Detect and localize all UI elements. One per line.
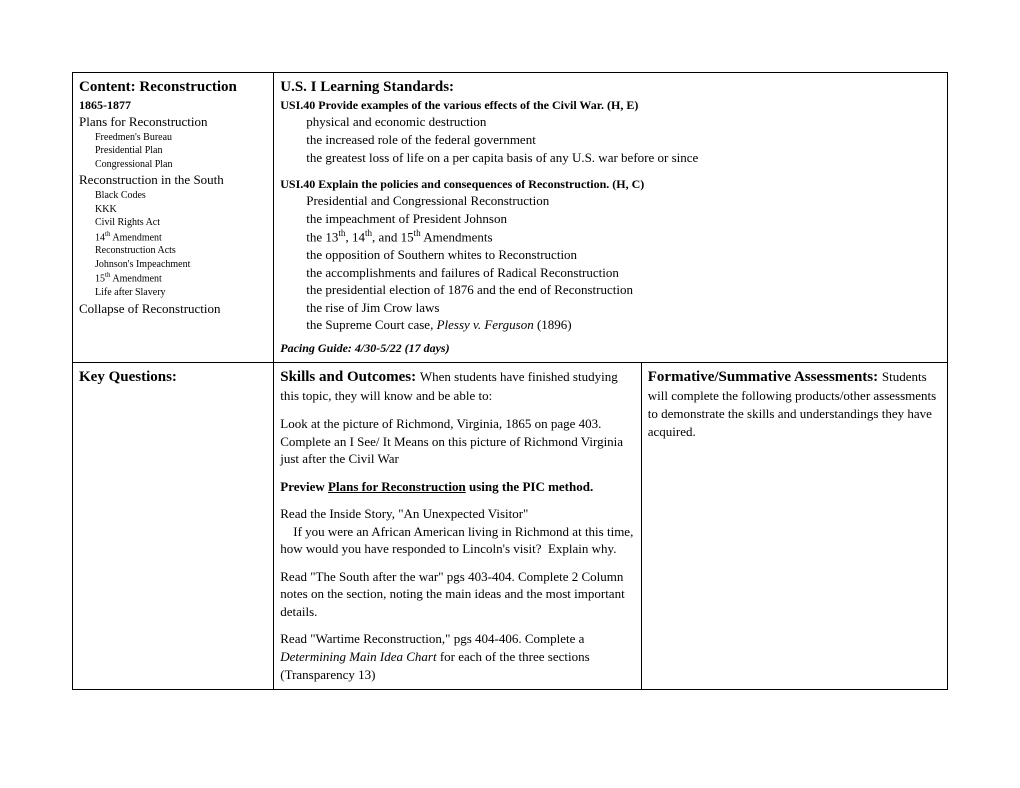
cell-key-questions: Key Questions:	[73, 363, 274, 690]
std2-plessy: the Supreme Court case, Plessy v. Fergus…	[280, 316, 941, 334]
skills-p2: Preview Plans for Reconstruction using t…	[280, 478, 635, 496]
p5-pre: Read "Wartime Reconstruction," pgs 404-4…	[280, 631, 584, 646]
plessy-case: Plessy v. Ferguson	[437, 317, 537, 332]
amend-pre: the 13	[306, 230, 338, 245]
collapse-heading: Collapse of Reconstruction	[79, 300, 267, 318]
skills-p4: Read "The South after the war" pgs 403-4…	[280, 568, 635, 621]
ordinal-th: th	[365, 228, 372, 238]
amend-mid2: , and 15	[372, 230, 414, 245]
assess-header: Formative/Summative Assessments:	[648, 369, 882, 385]
p5-italic: Determining Main Idea Chart	[280, 649, 436, 664]
amend15-word: Amendment	[110, 274, 161, 285]
south-sub: KKK	[79, 203, 267, 217]
amend15-num: 15	[95, 274, 105, 285]
south-sub: Black Codes	[79, 189, 267, 203]
cell-assessments: Formative/Summative Assessments: Student…	[641, 363, 947, 690]
curriculum-table: Content: Reconstruction 1865-1877 Plans …	[72, 72, 948, 690]
south-sub-14th: 14th Amendment	[79, 230, 267, 245]
south-heading: Reconstruction in the South	[79, 171, 267, 189]
std1-line: the increased role of the federal govern…	[280, 131, 941, 149]
south-sub: Johnson's Impeachment	[79, 258, 267, 272]
p2-pre: Preview	[280, 479, 328, 494]
cell-content: Content: Reconstruction 1865-1877 Plans …	[73, 73, 274, 363]
std1-line: the greatest loss of life on a per capit…	[280, 149, 941, 167]
skills-p3b: If you were an African American living i…	[280, 523, 635, 558]
std2-line: the accomplishments and failures of Radi…	[280, 264, 941, 282]
std2-amendments: the 13th, 14th, and 15th Amendments	[280, 227, 941, 246]
skills-p1: Look at the picture of Richmond, Virgini…	[280, 415, 635, 468]
skills-p5: Read "Wartime Reconstruction," pgs 404-4…	[280, 630, 635, 683]
amend-mid1: , 14	[345, 230, 365, 245]
cell-standards: U.S. I Learning Standards: USI.40 Provid…	[274, 73, 948, 363]
date-range: 1865-1877	[79, 97, 267, 113]
standards-header: U.S. I Learning Standards:	[280, 77, 941, 97]
plans-sub: Freedmen's Bureau	[79, 131, 267, 145]
cell-skills: Skills and Outcomes: When students have …	[274, 363, 642, 690]
row-2: Key Questions: Skills and Outcomes: When…	[73, 363, 948, 690]
plessy-year: (1896)	[537, 317, 572, 332]
plans-sub: Presidential Plan	[79, 144, 267, 158]
p2-underline: Plans for Reconstruction	[328, 479, 466, 494]
content-header: Content: Reconstruction	[79, 77, 267, 97]
row-1: Content: Reconstruction 1865-1877 Plans …	[73, 73, 948, 363]
amend-post: Amendments	[421, 230, 493, 245]
keyq-header: Key Questions:	[79, 367, 267, 387]
amend14-word: Amendment	[110, 232, 161, 243]
p2-post: using the PIC method.	[466, 479, 594, 494]
std2-line: the rise of Jim Crow laws	[280, 299, 941, 317]
south-sub: Reconstruction Acts	[79, 244, 267, 258]
south-sub: Civil Rights Act	[79, 216, 267, 230]
amend14-num: 14	[95, 232, 105, 243]
skills-intro-block: Skills and Outcomes: When students have …	[280, 367, 635, 405]
assess-block: Formative/Summative Assessments: Student…	[648, 367, 941, 440]
std2-line: the impeachment of President Johnson	[280, 210, 941, 228]
south-sub: Life after Slavery	[79, 286, 267, 300]
south-sub-15th: 15th Amendment	[79, 271, 267, 286]
ordinal-th: th	[414, 228, 421, 238]
skills-header: Skills and Outcomes:	[280, 369, 420, 385]
std1-heading: USI.40 Provide examples of the various e…	[280, 97, 941, 113]
std2-line: the presidential election of 1876 and th…	[280, 281, 941, 299]
plessy-pre: the Supreme Court case,	[306, 317, 436, 332]
std1-line: physical and economic destruction	[280, 113, 941, 131]
std2-heading: USI.40 Explain the policies and conseque…	[280, 176, 941, 192]
skills-p3a: Read the Inside Story, "An Unexpected Vi…	[280, 505, 635, 523]
plans-heading: Plans for Reconstruction	[79, 113, 267, 131]
std2-line: Presidential and Congressional Reconstru…	[280, 192, 941, 210]
plans-sub: Congressional Plan	[79, 158, 267, 172]
pacing-guide: Pacing Guide: 4/30-5/22 (17 days)	[280, 340, 941, 356]
std2-line: the opposition of Southern whites to Rec…	[280, 246, 941, 264]
